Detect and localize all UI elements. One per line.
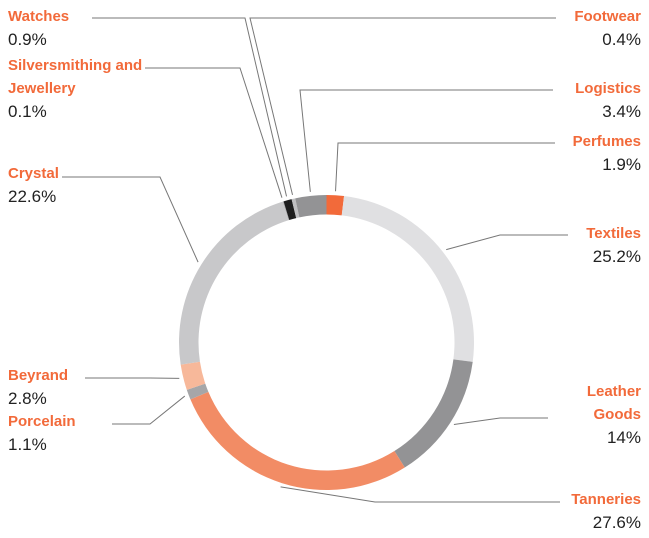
leader-line [249, 17, 556, 195]
value-label: 2.8% [8, 389, 47, 408]
category-name: Crystal [8, 165, 59, 182]
value-label: 27.6% [592, 513, 641, 532]
segment-label: Logistics 3.4% [501, 77, 641, 123]
category-name: Perfumes [572, 133, 641, 150]
donut-segment [186, 383, 209, 400]
donut-segment [190, 391, 405, 490]
value-label: 0.4% [602, 30, 641, 49]
segment-label: Perfumes 1.9% [501, 130, 641, 176]
value-label: 14% [606, 428, 641, 447]
leader-line [112, 395, 186, 425]
value-label: 1.9% [602, 155, 641, 174]
category-name: Leather Goods [586, 383, 641, 423]
segment-label: Crystal 22.6% [8, 162, 148, 208]
donut-segment [179, 201, 289, 365]
segment-label: Footwear 0.4% [501, 5, 641, 51]
donut-segment [291, 198, 300, 219]
segment-label: Textiles 25.2% [501, 222, 641, 268]
segment-label: Porcelain 1.1% [8, 410, 148, 456]
category-name: Silversmithing and Jewellery [8, 57, 143, 97]
segment-label: Tanneries 27.6% [501, 488, 641, 534]
value-label: 0.1% [8, 102, 47, 121]
leader-line [446, 234, 568, 251]
segment-label: Beyrand 2.8% [8, 364, 148, 410]
leader-line [62, 176, 199, 263]
donut-segment [326, 195, 345, 216]
leader-line [299, 89, 553, 192]
category-name: Footwear [574, 8, 641, 25]
segment-label: Watches 0.9% [8, 5, 148, 51]
leader-line [92, 17, 288, 197]
value-label: 3.4% [602, 102, 641, 121]
donut-segment [282, 201, 290, 221]
leader-line [335, 142, 555, 192]
donut-segment [283, 199, 297, 221]
leader-line [145, 67, 283, 198]
category-name: Tanneries [571, 491, 641, 508]
category-name: Watches [8, 8, 70, 25]
category-name: Porcelain [8, 413, 76, 430]
donut-segment [180, 361, 206, 390]
segment-label: Silversmithing and Jewellery 0.1% [8, 54, 148, 123]
donut-segment [394, 359, 473, 468]
donut-segment [295, 195, 327, 218]
category-name: Logistics [575, 80, 641, 97]
category-name: Beyrand [8, 367, 69, 384]
value-label: 22.6% [8, 187, 57, 206]
value-label: 25.2% [592, 247, 641, 266]
leader-line [280, 486, 560, 503]
donut-segment [341, 196, 474, 362]
leader-line [453, 417, 548, 425]
value-label: 1.1% [8, 435, 47, 454]
category-name: Textiles [586, 225, 641, 242]
value-label: 0.9% [8, 30, 47, 49]
segment-label: Leather Goods 14% [561, 380, 641, 449]
